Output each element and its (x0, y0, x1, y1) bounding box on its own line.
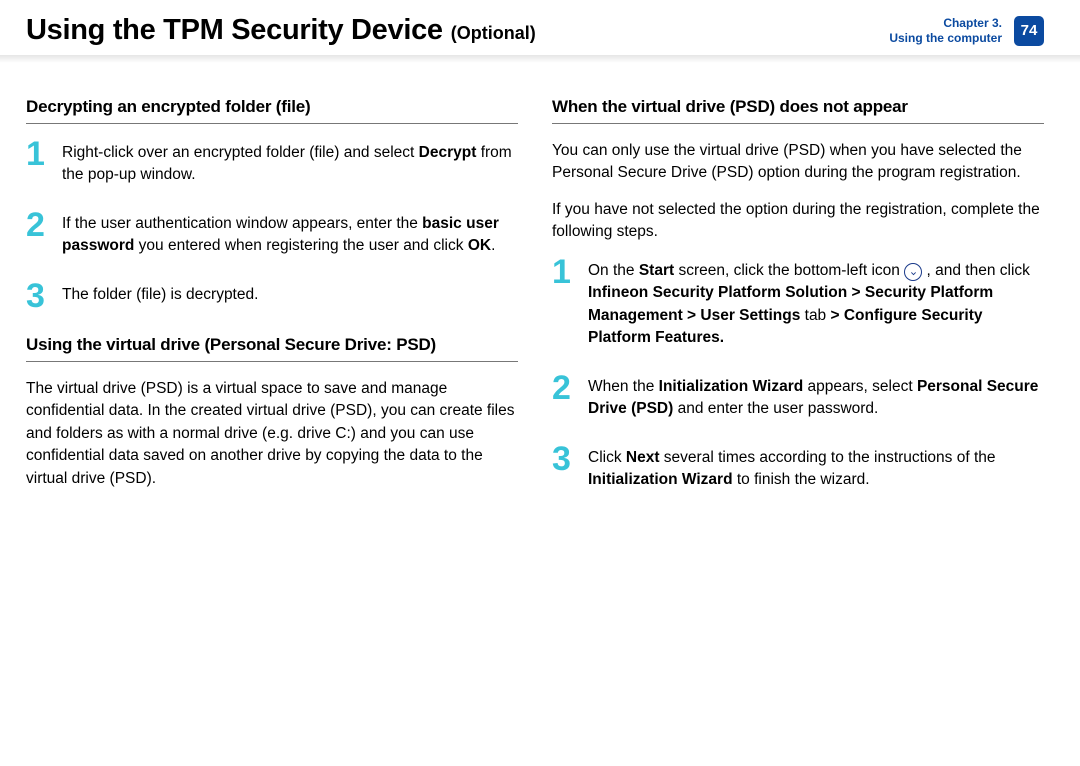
step-body: The folder (file) is decrypted. (62, 282, 258, 311)
step-item: 1 Right-click over an encrypted folder (… (26, 140, 518, 187)
step-item: 3 Click Next several times according to … (552, 445, 1044, 492)
page: Using the TPM Security Device (Optional)… (0, 0, 1080, 766)
step-number: 1 (26, 140, 48, 187)
step-item: 3 The folder (file) is decrypted. (26, 282, 518, 311)
step-body: If the user authentication window appear… (62, 211, 518, 258)
right-column: When the virtual drive (PSD) does not ap… (552, 77, 1044, 516)
step-item: 1 On the Start screen, click the bottom-… (552, 258, 1044, 350)
step-body: Click Next several times according to th… (588, 445, 1044, 492)
step-item: 2 If the user authentication window appe… (26, 211, 518, 258)
page-number-badge: 74 (1014, 16, 1044, 46)
content-columns: Decrypting an encrypted folder (file) 1 … (26, 77, 1044, 516)
chapter-block: Chapter 3. Using the computer 74 (889, 16, 1044, 46)
section-heading: Using the virtual drive (Personal Secure… (26, 335, 518, 362)
step-item: 2 When the Initialization Wizard appears… (552, 374, 1044, 421)
paragraph: If you have not selected the option duri… (552, 199, 1044, 244)
title-optional: (Optional) (451, 23, 536, 44)
step-number: 3 (26, 282, 48, 311)
step-number: 2 (26, 211, 48, 258)
left-column: Decrypting an encrypted folder (file) 1 … (26, 77, 518, 516)
section-heading: When the virtual drive (PSD) does not ap… (552, 97, 1044, 124)
step-body: When the Initialization Wizard appears, … (588, 374, 1044, 421)
step-body: On the Start screen, click the bottom-le… (588, 258, 1044, 350)
step-number: 3 (552, 445, 574, 492)
paragraph: You can only use the virtual drive (PSD)… (552, 140, 1044, 185)
page-header: Using the TPM Security Device (Optional)… (26, 14, 1044, 63)
chapter-line2: Using the computer (889, 31, 1002, 46)
title-block: Using the TPM Security Device (Optional) (26, 14, 536, 47)
chapter-text: Chapter 3. Using the computer (889, 16, 1002, 46)
paragraph: The virtual drive (PSD) is a virtual spa… (26, 378, 518, 490)
section-heading: Decrypting an encrypted folder (file) (26, 97, 518, 124)
page-title: Using the TPM Security Device (26, 14, 443, 47)
down-arrow-icon (904, 263, 922, 281)
chapter-line1: Chapter 3. (889, 16, 1002, 31)
step-number: 1 (552, 258, 574, 350)
step-number: 2 (552, 374, 574, 421)
step-body: Right-click over an encrypted folder (fi… (62, 140, 518, 187)
